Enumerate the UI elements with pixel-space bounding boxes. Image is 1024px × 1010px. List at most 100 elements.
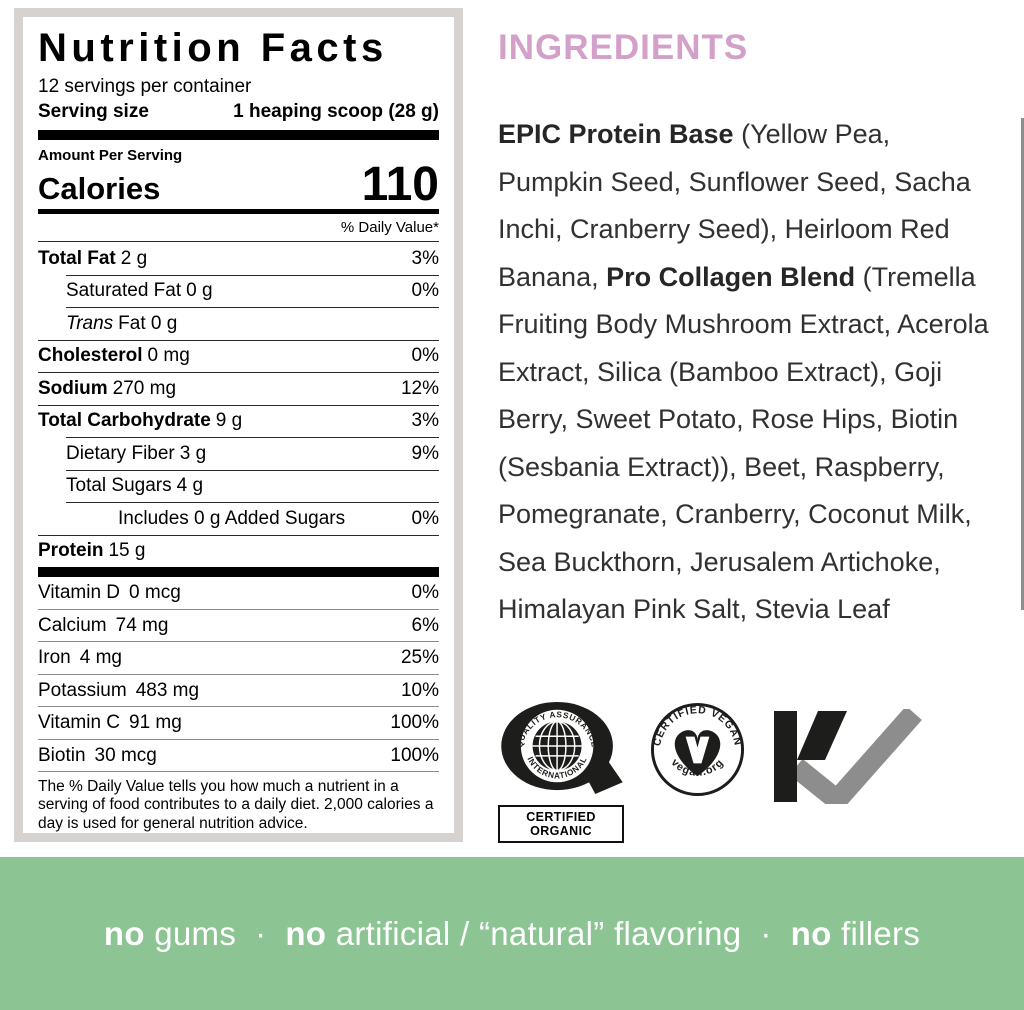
- kosher-kv-icon: [774, 706, 922, 815]
- vitamin-row: Iron 4 mg 25%: [38, 642, 439, 675]
- calories-value: 110: [361, 158, 439, 211]
- nutrient-row: Trans Fat 0 g: [38, 307, 439, 340]
- vitamin-name: Calcium: [38, 614, 107, 636]
- row-divider: [66, 502, 439, 504]
- row-divider: [38, 534, 439, 536]
- text-segment: no: [790, 914, 832, 952]
- nutrient-amount: 4 g: [176, 475, 204, 497]
- nutrient-amount: 9 g: [215, 410, 243, 432]
- servings-per-container: 12 servings per container: [38, 76, 252, 97]
- vitamin-row: Calcium 74 mg 6%: [38, 610, 439, 643]
- nutrient-amount: 2 g: [120, 247, 148, 269]
- calories-label: Calories: [38, 171, 161, 207]
- ingredients-text: EPIC Protein Base (Yellow Pea, Pumpkin S…: [498, 111, 990, 634]
- vitamin-name: Vitamin C: [38, 712, 121, 734]
- nutrient-row: Cholesterol 0 mg 0%: [38, 339, 439, 373]
- text-segment: no: [285, 914, 327, 952]
- row-divider: [38, 339, 439, 341]
- nutrient-row: Saturated Fat 0 g 0%: [38, 274, 439, 308]
- text-segment: Pro Collagen Blend: [606, 261, 856, 292]
- daily-value-footnote: The % Daily Value tells you how much a n…: [38, 778, 434, 832]
- nutrient-name: Trans: [66, 312, 114, 334]
- vitamin-daily-value: 100%: [390, 712, 439, 734]
- text-segment: (Tremella Fruiting Body Mushroom Extract…: [498, 261, 989, 625]
- nutrient-daily-value: 0%: [411, 345, 439, 367]
- vitamin-daily-value: 0%: [411, 582, 439, 604]
- vitamin-name: Potassium: [38, 679, 127, 701]
- text-segment: gums ·: [144, 914, 286, 952]
- vitamin-daily-value: 100%: [390, 744, 439, 766]
- nutrient-rows: Total Fat 2 g 3% Saturated Fat 0 g 0% Trans Fat…: [38, 242, 439, 567]
- divider-thick: [38, 567, 439, 578]
- text-segment: fillers: [831, 914, 921, 952]
- nutrient-daily-value: 3%: [411, 247, 439, 269]
- divider-medium: [38, 209, 439, 215]
- nutrient-daily-value: 0%: [411, 280, 439, 302]
- vitamin-amount: 91 mg: [129, 712, 182, 734]
- row-divider: [66, 469, 439, 471]
- serving-size-value: 1 heaping scoop (28 g): [233, 101, 439, 122]
- divider-thick: [38, 130, 439, 140]
- nutrient-daily-value: 0%: [411, 507, 439, 529]
- nutrient-name: Total Sugars: [66, 475, 172, 497]
- qai-quality-assurance-icon: QUALITY ASSURANCE INTERNATIONAL: [501, 701, 623, 795]
- calories-row: Calories 110: [38, 158, 439, 211]
- nutrient-name: Cholesterol: [38, 345, 143, 367]
- daily-value-header: % Daily Value*: [38, 214, 439, 243]
- certified-vegan-logo: CERTIFIED VEGAN vegan.org: [648, 700, 747, 804]
- nutrient-row: Sodium 270 mg 12%: [38, 372, 439, 405]
- vitamin-amount: 74 mg: [115, 614, 169, 636]
- nutrient-name: Saturated Fat: [66, 280, 182, 302]
- row-divider: [66, 307, 439, 309]
- row-divider: [38, 372, 439, 374]
- nutrient-amount: 15 g: [108, 540, 146, 562]
- nutrient-row: Protein 15 g: [38, 534, 439, 568]
- nutrition-facts-inner: Nutrition Facts 12 servings per containe…: [23, 17, 454, 833]
- vitamin-daily-value: 10%: [400, 679, 439, 701]
- serving-size-label: Serving size: [38, 101, 149, 122]
- nutrient-row: Dietary Fiber 3 g 9%: [38, 437, 439, 470]
- nutrient-name: Dietary Fiber: [66, 442, 175, 464]
- vitamin-name: Vitamin D: [38, 582, 121, 604]
- vitamin-row: Vitamin C 91 mg 100%: [38, 707, 439, 740]
- vitamin-name: Iron: [38, 647, 71, 669]
- vitamin-amount: 30 mcg: [94, 744, 157, 766]
- nutrient-row: Total Carbohydrate 9 g 3%: [38, 404, 439, 438]
- nutrient-name: Sodium: [38, 377, 108, 399]
- nutrient-row: Total Sugars 4 g: [38, 469, 439, 503]
- row-divider: [38, 404, 439, 406]
- vitamin-row: Potassium 483 mg 10%: [38, 675, 439, 708]
- vitamin-name: Biotin: [38, 744, 86, 766]
- text-segment: EPIC Protein Base: [498, 119, 734, 149]
- vitamin-amount: 483 mg: [135, 679, 200, 701]
- nutrient-amount: Fat 0 g: [118, 312, 178, 334]
- amount-per-serving-label: Amount Per Serving: [38, 147, 183, 164]
- nutrient-amount: 0 g: [186, 280, 213, 302]
- nutrient-name: Protein: [38, 540, 104, 562]
- vitamin-row: Biotin 30 mcg 100%: [38, 740, 439, 773]
- row-divider: [66, 437, 439, 439]
- vitamin-daily-value: 6%: [411, 614, 439, 636]
- nutrition-facts-panel: Nutrition Facts 12 servings per containe…: [14, 8, 463, 842]
- ingredients-heading: INGREDIENTS: [498, 28, 749, 67]
- certified-organic-logo: QUALITY ASSURANCE INTERNATIONAL CERTIFIE…: [497, 700, 625, 843]
- nutrient-daily-value: 9%: [411, 442, 439, 464]
- vitamin-row: Vitamin D 0 mcg 0%: [38, 577, 439, 610]
- nutrient-name: Total Carbohydrate: [38, 410, 211, 432]
- serving-size-row: Serving size 1 heaping scoop (28 g): [38, 101, 439, 130]
- right-edge-artifact: [1021, 118, 1024, 610]
- claims-banner-text: no gums · no artificial / “natural” flav…: [104, 915, 920, 953]
- vitamin-amount: 0 mcg: [129, 582, 181, 604]
- nutrient-amount: 270 mg: [112, 377, 177, 399]
- nutrient-amount: 0 mg: [147, 345, 190, 367]
- nutrient-row: Includes 0 g Added Sugars 0%: [38, 502, 439, 535]
- nutrient-daily-value: 12%: [400, 377, 439, 399]
- vitamin-daily-value: 25%: [400, 647, 439, 669]
- vitamin-rows: Vitamin D 0 mcg 0% Calcium 74 mg 6% Iron 4 mg 25…: [38, 577, 439, 773]
- vitamin-amount: 4 mg: [79, 647, 122, 669]
- text-segment: no: [103, 914, 145, 952]
- nutrition-facts-title: Nutrition Facts: [38, 26, 388, 70]
- nutrient-amount: 3 g: [179, 442, 207, 464]
- claims-banner: no gums · no artificial / “natural” flav…: [0, 857, 1024, 1010]
- nutrient-name: Includes 0 g Added Sugars: [118, 507, 346, 529]
